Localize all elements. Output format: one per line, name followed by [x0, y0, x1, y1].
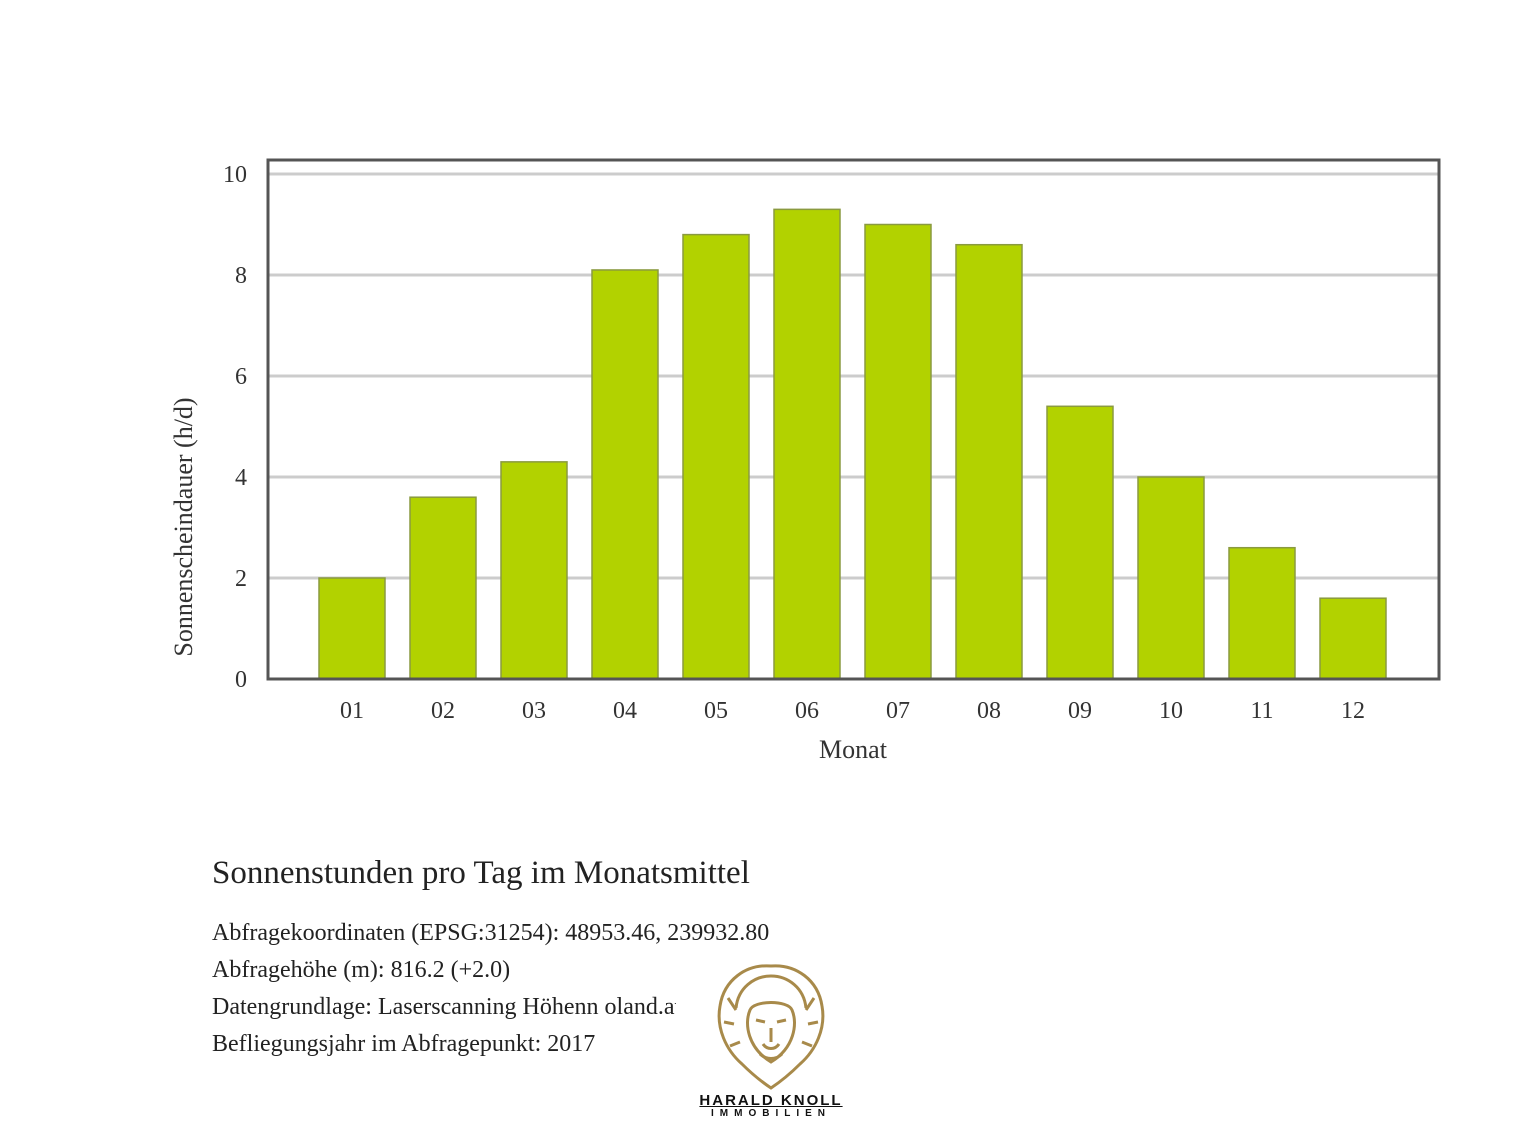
- x-tick-labels: 01 02 03 04 05 06 07 08 09 10 11 12: [340, 698, 1365, 724]
- logo-name: HARALD KNOLL: [699, 1092, 843, 1109]
- y-axis-title: Sonnenscheindauer (h/d): [169, 397, 198, 656]
- y-tick-label: 4: [235, 465, 247, 491]
- bar-02: [409, 496, 477, 680]
- bar-01: [318, 577, 386, 680]
- bar-08: [955, 243, 1023, 680]
- flight-year: Befliegungsjahr im Abfragepunkt: 2017: [212, 1031, 596, 1057]
- y-tick-label: 8: [235, 263, 247, 289]
- y-tick-labels: 0 2 4 6 8 10: [223, 162, 247, 693]
- query-coordinates: Abfragekoordinaten (EPSG:31254): 48953.4…: [212, 920, 770, 946]
- y-tick-label: 10: [223, 162, 247, 188]
- x-tick-label: 12: [1341, 698, 1365, 724]
- bar-07: [864, 223, 932, 680]
- company-logo: HARALD KNOLL IMMOBILIEN: [676, 958, 866, 1123]
- bar-04: [591, 269, 659, 680]
- x-tick-label: 09: [1068, 698, 1092, 724]
- y-tick-label: 6: [235, 364, 247, 390]
- x-axis-title: Monat: [819, 735, 888, 764]
- x-tick-label: 01: [340, 698, 364, 724]
- query-height: Abfragehöhe (m): 816.2 (+2.0): [212, 957, 511, 983]
- x-tick-label: 08: [977, 698, 1001, 724]
- x-tick-label: 06: [795, 698, 819, 724]
- bar-03: [500, 461, 568, 680]
- x-tick-label: 11: [1250, 698, 1273, 724]
- bar-12: [1319, 597, 1387, 680]
- x-tick-label: 07: [886, 698, 910, 724]
- bar-10: [1137, 476, 1205, 680]
- bar-06: [773, 208, 841, 680]
- data-source: Datengrundlage: Laserscanning Höhenn ola…: [212, 994, 682, 1020]
- caption-title: Sonnenstunden pro Tag im Monatsmittel: [212, 855, 750, 891]
- bar-05: [682, 233, 750, 680]
- y-tick-label: 2: [235, 566, 247, 592]
- x-tick-label: 05: [704, 698, 728, 724]
- x-tick-label: 04: [613, 698, 637, 724]
- bar-11: [1228, 546, 1296, 680]
- plot-frame: [266, 158, 1441, 681]
- lion-icon: [717, 964, 825, 1090]
- x-tick-label: 02: [431, 698, 455, 724]
- bar-09: [1046, 405, 1114, 680]
- x-tick-label: 10: [1159, 698, 1183, 724]
- y-tick-label: 0: [235, 667, 247, 693]
- logo-subtitle: IMMOBILIEN: [711, 1108, 831, 1119]
- x-tick-label: 03: [522, 698, 546, 724]
- bars: [318, 208, 1387, 680]
